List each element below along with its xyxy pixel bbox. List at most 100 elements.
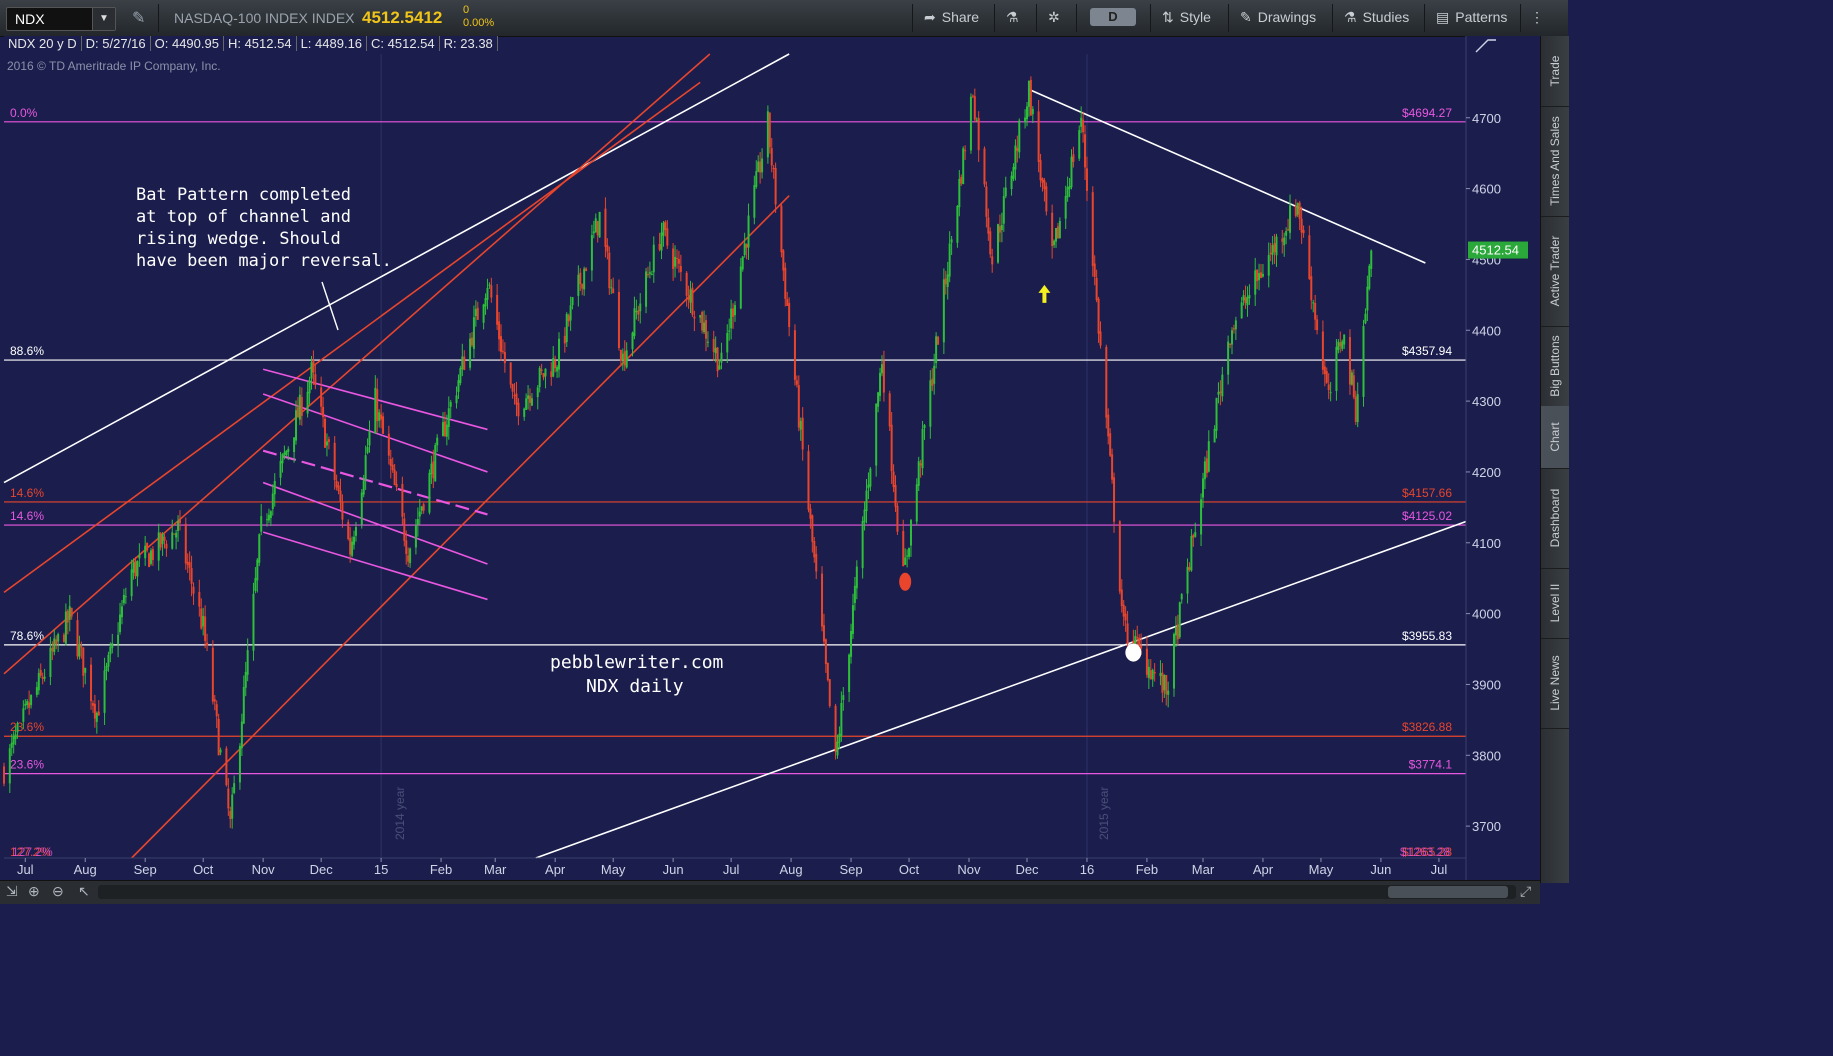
candle-body (376, 389, 379, 422)
candle-body (337, 485, 340, 491)
gear-icon[interactable]: ✲ (1048, 9, 1060, 25)
candle-body (120, 606, 123, 618)
candle-body (826, 662, 829, 680)
date-label: D: 5/27/16 (81, 36, 151, 51)
candle-body (107, 654, 110, 667)
style-button[interactable]: ⇅ Style (1162, 9, 1211, 26)
candle-body (1339, 342, 1342, 347)
sidebar-tab-dashboard[interactable]: Dashboard (1541, 468, 1569, 569)
candle-body (919, 463, 922, 466)
candle-body (68, 606, 71, 620)
symbol-selector[interactable]: NDX ▼ (6, 7, 116, 31)
candle-body (1201, 478, 1204, 498)
candle-body (1174, 626, 1177, 636)
candle-body (962, 148, 965, 184)
candle-body (983, 148, 986, 185)
candle-body (718, 365, 721, 370)
candle-body (339, 490, 342, 503)
candle-body (146, 542, 149, 551)
sidebar-tab-big-buttons[interactable]: Big Buttons (1541, 326, 1569, 407)
share-button[interactable]: ➦ Share (924, 9, 979, 26)
cursor-icon[interactable]: ↖ (78, 883, 90, 899)
chart-scrollbar[interactable] (98, 885, 1516, 899)
zoom-in-icon[interactable]: ⊕ (28, 883, 40, 899)
timeframe-button[interactable]: D (1090, 8, 1136, 26)
candle-body (784, 267, 787, 299)
fib-level-pct: 23.6% (10, 720, 44, 734)
candle-body (428, 472, 431, 513)
candle-body (165, 543, 168, 549)
candle-body (855, 566, 858, 589)
studies-button[interactable]: ⚗ Studies (1344, 9, 1409, 26)
chevron-down-icon[interactable]: ▼ (92, 8, 115, 30)
candle-body (956, 205, 959, 243)
candle-body (894, 485, 897, 507)
candle-body (184, 523, 187, 564)
candle-body (946, 274, 949, 287)
price-chart[interactable]: 0.0% $4694.27 88.6% $4357.94 14.6% $4157.66 14… (0, 0, 1540, 880)
fib-bottom-price-a: $1265.28 (1402, 845, 1452, 859)
candle-body (699, 315, 702, 318)
candle-body (1099, 331, 1102, 346)
candle-body (1012, 166, 1015, 179)
fib-level-price: $4357.94 (1402, 344, 1452, 358)
candle-body (240, 721, 243, 748)
channel-line (262, 531, 488, 601)
candle-body (720, 352, 723, 363)
x-tick-label: Feb (1136, 862, 1158, 877)
patterns-button[interactable]: ▤ Patterns (1436, 9, 1507, 26)
zoom-fit-icon[interactable]: ⇲ (6, 883, 18, 899)
candle-body (1149, 670, 1152, 680)
candle-body (741, 256, 744, 270)
trendline (1028, 88, 1426, 264)
flask-icon[interactable]: ⚗ (1006, 9, 1019, 25)
candle-body (1109, 433, 1112, 456)
sidebar-tab-chart[interactable]: Chart (1541, 406, 1569, 469)
drawings-button[interactable]: ✎ Drawings (1240, 9, 1316, 26)
candle-body (1261, 273, 1264, 277)
candle-body (1055, 227, 1058, 242)
candle-body (1031, 109, 1034, 115)
candle-body (1151, 669, 1154, 680)
candle-body (1335, 346, 1338, 392)
candle-body (540, 369, 543, 371)
candle-body (739, 266, 742, 309)
zoom-out-icon[interactable]: ⊖ (52, 883, 64, 899)
candle-body (211, 647, 214, 702)
candle-body (296, 407, 299, 418)
candle-body (1091, 192, 1094, 266)
candle-body (1118, 521, 1121, 592)
candle-body (1138, 637, 1141, 646)
candle-body (675, 258, 678, 260)
scrollbar-thumb[interactable] (1388, 886, 1508, 898)
candle-body (892, 471, 895, 488)
watermark-desc: NDX daily (586, 676, 684, 697)
candle-body (1111, 454, 1114, 480)
sidebar-tab-active-trader[interactable]: Active Trader (1541, 216, 1569, 327)
candle-body (364, 455, 367, 480)
candle-body (596, 221, 599, 236)
link-icon[interactable]: ✎ (132, 10, 146, 27)
candle-body (407, 555, 410, 562)
candle-body (387, 433, 390, 456)
candle-body (583, 268, 586, 290)
candle-body (867, 484, 870, 489)
sidebar-tab-trade[interactable]: Trade (1541, 36, 1569, 107)
axes-layer: 3700380039004000410042004300440045004600… (4, 36, 1540, 880)
y-tick-label: 4700 (1472, 111, 1501, 126)
sidebar-tab-label: Level II (1548, 583, 1562, 623)
candle-body (14, 734, 17, 740)
x-tick-label: Oct (193, 862, 214, 877)
candle-body (351, 541, 354, 556)
sidebar-tab-live-news[interactable]: Live News (1541, 638, 1569, 729)
candle-body (1296, 202, 1299, 215)
candle-body (1056, 226, 1059, 239)
symbol-text[interactable]: NDX (15, 11, 45, 27)
menu-icon[interactable]: ⋮ (1530, 9, 1544, 25)
candle-body (258, 534, 261, 563)
sidebar-tab-level-ii[interactable]: Level II (1541, 568, 1569, 639)
expand-icon[interactable]: ⤢ (1520, 883, 1532, 899)
sidebar-tab-times-and-sales[interactable]: Times And Sales (1541, 106, 1569, 217)
candle-body (298, 394, 301, 420)
candle-body (1283, 237, 1286, 246)
